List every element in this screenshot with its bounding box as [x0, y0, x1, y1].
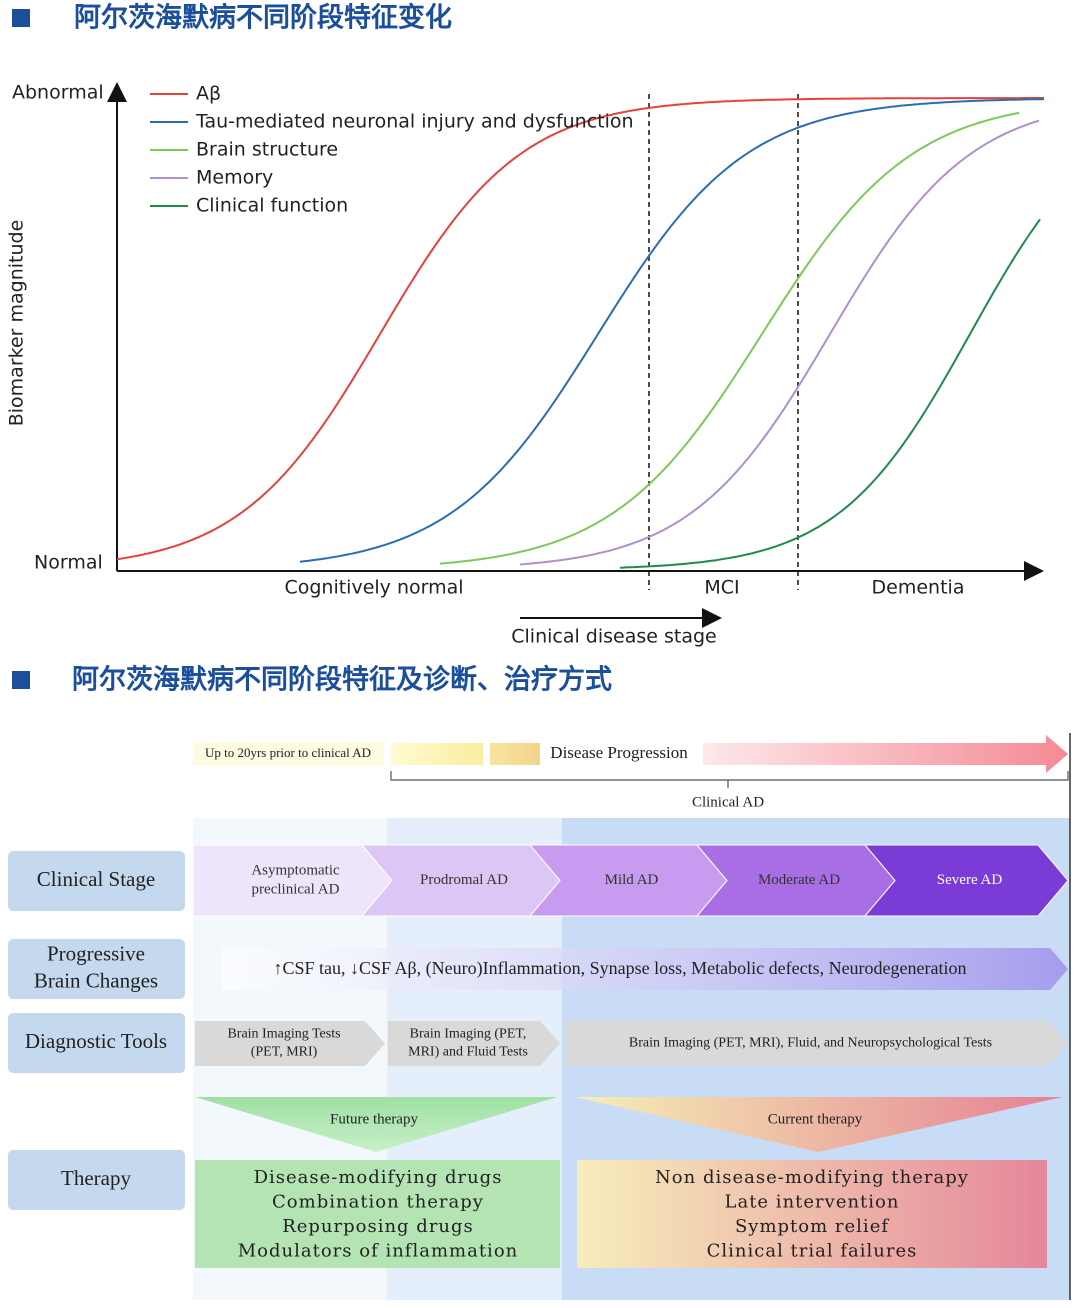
brain-changes: ↑CSF tau, ↓CSF Aβ, (Neuro)Inflammation, …: [273, 958, 966, 979]
therapy-item: Disease-modifying drugs: [254, 1167, 503, 1188]
row-label-box: [8, 939, 185, 999]
legend-label: Clinical function: [196, 195, 348, 217]
row-labels: Clinical Stage Progressive Brain Changes Di…: [8, 851, 185, 1210]
stage-chevron: [863, 844, 1069, 917]
therapy-item: Clinical trial failures: [707, 1241, 918, 1262]
timeline-label: Disease Progression: [550, 743, 688, 762]
stage-label: Prodromal AD: [420, 872, 508, 888]
diagnostic-arrow: [565, 1021, 1068, 1066]
legend-label: Brain structure: [196, 139, 338, 161]
diagnostic-label: Brain Imaging (PET,: [410, 1027, 527, 1042]
legend-label: Tau-mediated neuronal injury and dysfunc…: [195, 111, 634, 133]
y-top-label: Abnormal: [12, 82, 104, 104]
curve: [519, 119, 1040, 566]
x-axis-title: Clinical disease stage: [511, 626, 717, 648]
stage-label: Cognitively normal: [284, 577, 463, 599]
therapy-item: Combination therapy: [272, 1192, 484, 1213]
stage-label: preclinical AD: [252, 881, 340, 897]
therapy-item: Repurposing drugs: [282, 1216, 474, 1237]
curve: [619, 218, 1041, 569]
stage-label: MCI: [704, 577, 739, 599]
row-label-box: [8, 1013, 185, 1073]
row-label-box: [8, 1150, 185, 1210]
bullet: [12, 671, 30, 689]
therapy-heading: Future therapy: [330, 1111, 418, 1127]
therapy-box: [577, 1160, 1047, 1268]
curve: [116, 97, 1044, 561]
curves: [116, 97, 1045, 569]
therapy-box: [195, 1160, 560, 1268]
therapy-triangle: [195, 1097, 557, 1152]
row-label: Therapy: [61, 1166, 131, 1190]
row-label: Progressive: [47, 941, 145, 965]
diagnostic-arrow: [195, 1021, 385, 1066]
legend: Aβ Tau-mediated neuronal injury and dysfu…: [150, 83, 634, 217]
stage-label: Asymptomatic: [251, 862, 340, 878]
stage-label: Dementia: [872, 577, 965, 599]
curve: [299, 98, 1045, 563]
therapy-heading: Current therapy: [768, 1111, 863, 1127]
legend-label: Memory: [196, 167, 273, 189]
y-axis-title: Biomarker magnitude: [6, 220, 28, 427]
section-title: 阿尔茨海默病不同阶段特征变化: [74, 2, 452, 34]
therapy-item: Symptom relief: [735, 1216, 889, 1237]
diagnostic-tools: Brain Imaging Tests (PET, MRI) Brain Imagi…: [195, 1021, 1068, 1066]
timeline-box: [193, 741, 383, 766]
y-bottom-label: Normal: [34, 552, 103, 574]
progression-arrow: [703, 735, 1068, 773]
diagnostic-label: (PET, MRI): [251, 1045, 318, 1060]
diagnostic-label: Brain Imaging (PET, MRI), Fluid, and Neu…: [629, 1036, 992, 1051]
row-label: Brain Changes: [34, 968, 158, 992]
therapy-item: Late intervention: [725, 1192, 900, 1213]
section-title: 阿尔茨海默病不同阶段特征及诊断、治疗方式: [72, 664, 612, 696]
therapy-item: Non disease-modifying therapy: [655, 1167, 969, 1188]
stage-label: Severe AD: [937, 872, 1003, 888]
timeline-box: [391, 743, 483, 765]
stage-label: Mild AD: [605, 872, 659, 888]
timeline-box: [490, 743, 540, 765]
timeline-label: Up to 20yrs prior to clinical AD: [205, 745, 371, 760]
therapy-triangle: [575, 1097, 1062, 1152]
legend-label: Aβ: [196, 83, 221, 105]
row-label: Clinical Stage: [37, 867, 155, 891]
stage-label: Moderate AD: [758, 872, 840, 888]
therapy-item: Modulators of inflammation: [238, 1241, 519, 1262]
row-label-box: [8, 851, 185, 911]
curve: [439, 111, 1020, 565]
timeline-label: Clinical AD: [692, 794, 764, 810]
row-label: Diagnostic Tools: [25, 1029, 167, 1053]
clinical-stages: Asymptomatic preclinical AD Prodromal AD Mi…: [192, 844, 1069, 917]
diagnostic-label: MRI) and Fluid Tests: [408, 1045, 528, 1060]
therapy-items: Disease-modifying drugs Combination thera…: [238, 1167, 969, 1262]
brain-changes-arrow: [222, 948, 1068, 990]
diagnostic-label: Brain Imaging Tests: [227, 1027, 340, 1042]
diagnostic-arrow: [388, 1021, 560, 1066]
bullet: [12, 9, 30, 27]
bracket: [390, 771, 1069, 788]
